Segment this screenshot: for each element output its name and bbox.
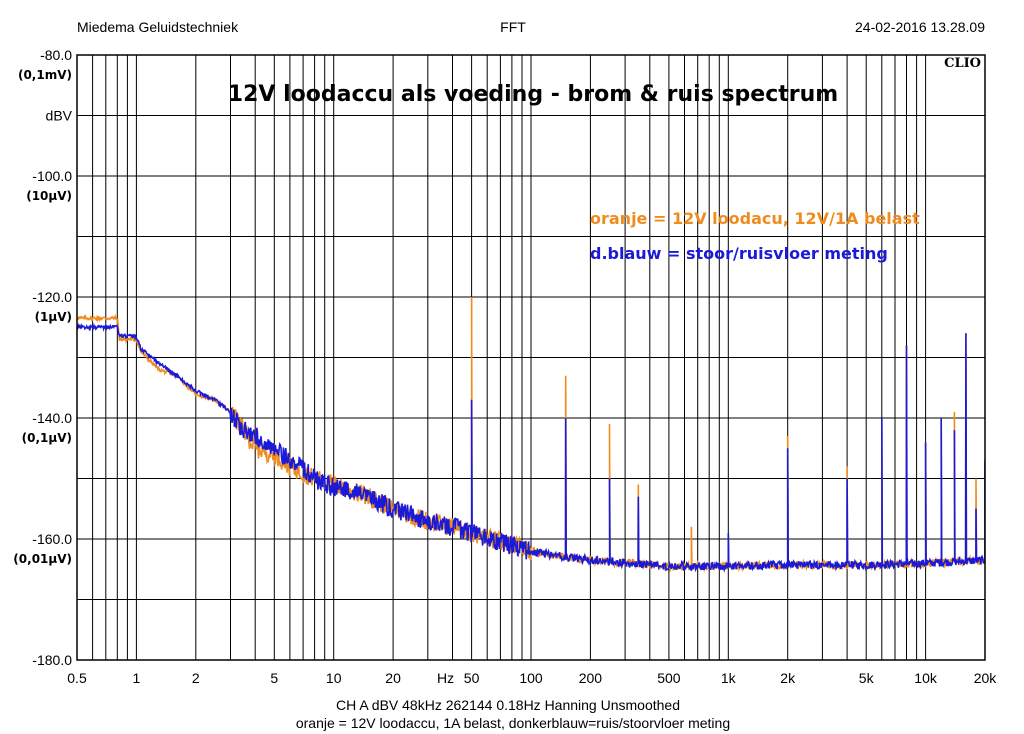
x-tick-label: 50 [464,670,480,686]
y-tick-label: -160.0 [32,531,72,547]
x-tick-label: 2k [780,670,796,686]
y-tick-sublabel: (10µV) [26,189,72,203]
y-tick-sublabel: (0,1µV) [22,431,72,445]
x-tick-label: 200 [579,670,603,686]
x-tick-label: 5k [859,670,875,686]
footer-legend: oranje = 12V loodaccu, 1A belast, donker… [296,715,730,731]
x-axis-unit: Hz [437,670,454,686]
x-tick-label: 2 [192,670,200,686]
y-tick-label: -120.0 [32,289,72,305]
x-tick-label: 10 [326,670,342,686]
grid [77,55,985,660]
chart-title: 12V loodaccu als voeding - brom & ruis s… [228,82,838,107]
y-tick-sublabel: (0,1mV) [18,68,72,82]
header-timestamp: 24-02-2016 13.28.09 [855,19,985,35]
x-tick-label: 1 [133,670,141,686]
y-tick-sublabel: (0,01µV) [13,552,72,566]
y-axis-labels: -80.0 (0,1mV) dBV -100.0 (10µV) -120.0 (1µV) -1… [13,47,72,668]
x-axis-labels: 0.5 1 2 5 10 20 50 100 200 500 1k 2k 5k 10k 20k Hz [67,670,997,686]
x-tick-label: 100 [519,670,543,686]
y-tick-label: dBV [46,108,73,124]
plot-frame [76,54,986,661]
x-tick-label: 0.5 [67,670,87,686]
legend-orange: oranje = 12V loodacu, 12V/1A belast [590,209,920,228]
legend-blue: d.blauw = stoor/ruisvloer meting [590,244,888,263]
x-tick-label: 10k [914,670,938,686]
x-tick-label: 20 [385,670,401,686]
x-tick-label: 1k [721,670,737,686]
x-tick-label: 20k [974,670,998,686]
x-tick-label: 5 [270,670,278,686]
footer-settings: CH A dBV 48kHz 262144 0.18Hz Hanning Uns… [336,697,680,713]
series-line-blue [77,322,985,573]
y-tick-label: -140.0 [32,410,72,426]
y-tick-label: -180.0 [32,652,72,668]
y-tick-label: -100.0 [32,168,72,184]
header-company: Miedema Geluidstechniek [77,19,239,35]
x-tick-label: 500 [657,670,681,686]
traces [77,296,985,573]
y-tick-label: -80.0 [40,47,72,63]
brand-label: CLIO [944,56,981,71]
header-mode: FFT [500,19,526,35]
y-tick-sublabel: (1µV) [35,310,72,324]
